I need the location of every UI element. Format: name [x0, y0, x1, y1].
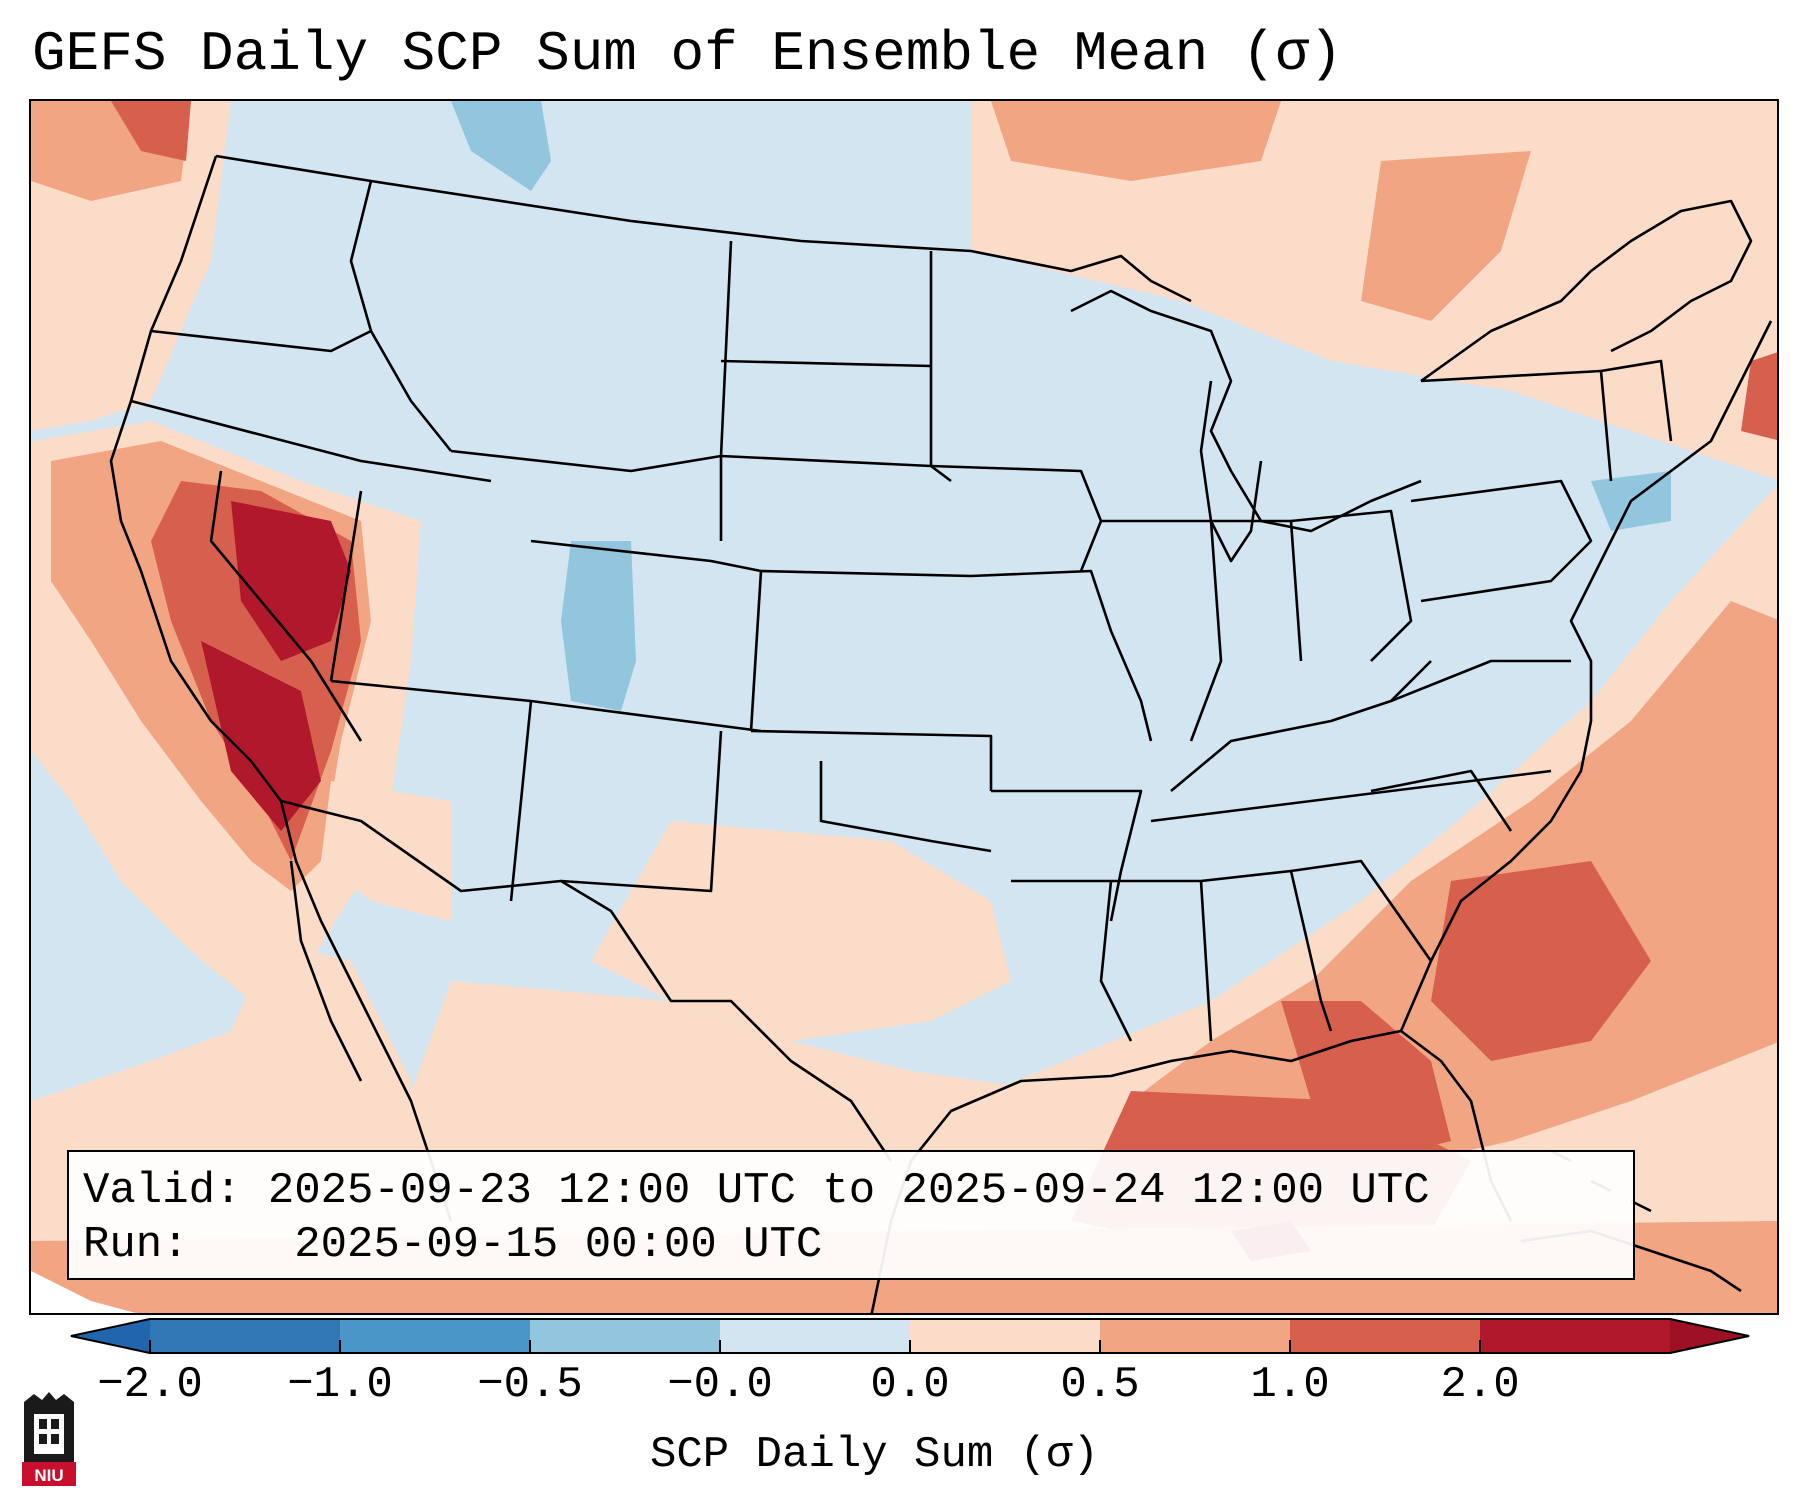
anomaly-region-florida-core: [1281, 1001, 1451, 1161]
valid-time-box: Valid: 2025-09-23 12:00 UTC to 2025-09-2…: [67, 1150, 1635, 1280]
colorbar-segment: [910, 1318, 1101, 1354]
anomaly-region-northeast-core: [1741, 352, 1777, 440]
anomaly-region-canada-north-mid: [991, 101, 1281, 181]
valid-value: 2025-09-23 12:00 UTC to 2025-09-24 12:00…: [267, 1166, 1430, 1216]
state-border-ne-ks: [760, 569, 972, 578]
state-border-iowa: [930, 464, 1103, 572]
state-border-sd-ne: [720, 454, 932, 468]
map-panel: [29, 99, 1779, 1315]
map-boundary-fade: [31, 1271, 136, 1313]
colorbar-segment: [1290, 1318, 1481, 1354]
colorbar-tick-label: 2.0: [1440, 1360, 1520, 1410]
state-border-nd-sd: [720, 359, 932, 368]
state-border-nm-tx: [560, 730, 723, 893]
run-label: Run:: [83, 1220, 189, 1270]
state-border-missouri: [970, 569, 1153, 742]
colorbar-segment: [720, 1318, 911, 1354]
state-border-id-mt: [349, 180, 453, 452]
state-border-minnesota: [929, 251, 952, 483]
state-border-pennsylvania: [1410, 479, 1593, 603]
anomaly-region-arizona: [321, 781, 451, 921]
map-canvas: [31, 101, 1777, 1313]
state-border-illinois: [1101, 519, 1223, 742]
anomaly-region-colorado: [561, 541, 636, 711]
great-lakes-shoreline: [1070, 289, 1422, 533]
state-border-co-ks: [749, 570, 763, 732]
state-border-alabama: [1200, 869, 1333, 1032]
chart-title: GEFS Daily SCP Sum of Ensemble Mean (σ): [32, 22, 1343, 86]
colorbar-segment: [1100, 1318, 1291, 1354]
state-border-arkansas: [991, 789, 1143, 922]
us-mexico-border: [280, 799, 893, 1162]
state-border-az-nm: [509, 700, 533, 902]
colorbar-tick-label: 0.0: [870, 1360, 950, 1410]
valid-row: Valid: 2025-09-23 12:00 UTC to 2025-09-2…: [83, 1164, 1633, 1218]
colorbar-tick-label: −0.0: [667, 1360, 773, 1410]
state-border-mt-wy: [450, 449, 722, 473]
baja-coastline: [289, 860, 363, 1082]
colorbar-tick-label: −0.5: [477, 1360, 583, 1410]
state-border-ca-nv: [209, 470, 363, 742]
niu-logo: NIU: [22, 1392, 76, 1486]
valid-label: Valid:: [83, 1166, 242, 1216]
colorbar: [70, 1318, 1750, 1354]
scp-anomaly-field: [31, 101, 1777, 1313]
anomaly-region-sierra-core: [201, 641, 321, 831]
colorbar-tick-label: −2.0: [97, 1360, 203, 1410]
anomaly-region-quebec: [1361, 151, 1531, 321]
colorbar-segment: [1480, 1318, 1671, 1354]
state-border-tennessee: [1150, 769, 1552, 823]
state-border-ks-ok: [750, 729, 993, 791]
state-border-ohio: [1290, 509, 1413, 662]
state-border-wa-or: [150, 329, 372, 353]
state-border-new-england: [1600, 359, 1673, 442]
colorbar-title: SCP Daily Sum (σ): [650, 1430, 1099, 1480]
colorbar-tick-label: −1.0: [287, 1360, 393, 1410]
state-border-ok-tx: [819, 761, 992, 853]
run-row: Run: 2025-09-15 00:00 UTC: [83, 1218, 1633, 1272]
gulf-coastline: [870, 1029, 1513, 1313]
state-border-virginia: [1390, 659, 1571, 703]
state-border-georgia: [1290, 859, 1433, 962]
anomaly-region-southeast-core: [1431, 861, 1651, 1061]
state-border-kentucky: [1170, 660, 1432, 792]
state-border-carolinas: [1370, 769, 1513, 832]
state-border-wy-co: [530, 539, 762, 573]
us-canada-border: [215, 154, 1192, 303]
state-border-indiana: [1211, 519, 1303, 662]
run-value: 2025-09-15 00:00 UTC: [294, 1220, 823, 1270]
anomaly-region-texas: [591, 821, 1011, 1041]
anomaly-region-nevada-core: [231, 501, 351, 661]
colorbar-extend-high: [1670, 1318, 1750, 1354]
colorbar-extend-low: [70, 1318, 150, 1354]
anomaly-region-bc-core: [111, 101, 191, 161]
colorbar-segment: [340, 1318, 531, 1354]
state-border-or-ca: [130, 399, 492, 483]
state-border-dakotas: [719, 240, 733, 541]
map-boundaries: [109, 154, 1773, 1313]
colorbar-tick-label: 1.0: [1250, 1360, 1330, 1410]
lake-michigan-shoreline: [1199, 380, 1263, 563]
anomaly-region-montana: [451, 101, 551, 191]
us-canada-border-east: [1420, 199, 1753, 383]
state-border-nv-ut: [329, 490, 363, 682]
state-border-louisiana: [1011, 879, 1133, 1042]
east-coastline: [1399, 320, 1773, 1032]
colorbar-tick-label: 0.5: [1060, 1360, 1140, 1410]
colorbar-segment: [530, 1318, 721, 1354]
colorbar-segment: [150, 1318, 341, 1354]
logo-text: NIU: [34, 1466, 63, 1485]
